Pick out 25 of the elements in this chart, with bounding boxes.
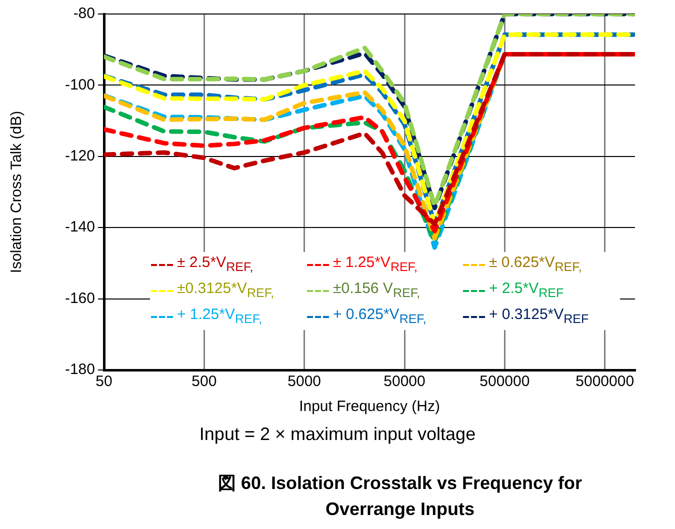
x-axis-title: Input Frequency (Hz) — [299, 398, 440, 416]
legend-label: ± 0.625*V$_{REF,}$ — [489, 253, 582, 276]
text: 図 60. Isolation Crosstalk vs Frequency for Overrange Inputs — [216, 472, 584, 521]
x-tick-label: 5000 — [288, 373, 322, 390]
x-tick-label: 50 — [96, 373, 112, 390]
y-tick-label: -140 — [64, 218, 95, 236]
x-tick-label: 5000000 — [576, 373, 634, 390]
y-tick-label: -120 — [64, 148, 95, 165]
legend-label: ± 2.5*V$_{REF,}$ — [177, 253, 254, 276]
y-tick-label: -80 — [73, 5, 95, 22]
text: Input = 2 × maximum input voltage — [198, 424, 477, 445]
legend-label: + 0.3125*V$_{REF}$ — [489, 305, 589, 328]
y-tick-label: -160 — [64, 290, 95, 307]
legend-label: ±0.3125*V$_{REF,}$ — [177, 279, 274, 302]
legend-label: + 0.625*V$_{REF,}$ — [333, 305, 426, 328]
legend-label: + 1.25*V$_{REF,}$ — [177, 305, 262, 328]
y-tick-label: -180 — [64, 361, 95, 378]
y-tick-label: -100 — [64, 76, 95, 94]
x-tick-label: 500 — [192, 373, 217, 390]
x-tick-label: 50000 — [384, 373, 426, 390]
legend-label: ± 1.25*V$_{REF,}$ — [333, 253, 418, 276]
legend-label: ±0.156 V$_{REF,}$ — [333, 279, 420, 302]
legend-label: + 2.5*V$_{REF}$ — [489, 279, 564, 302]
y-axis-title: Isolation Cross Talk (dB) — [8, 110, 26, 274]
x-tick-label: 500000 — [480, 373, 530, 390]
